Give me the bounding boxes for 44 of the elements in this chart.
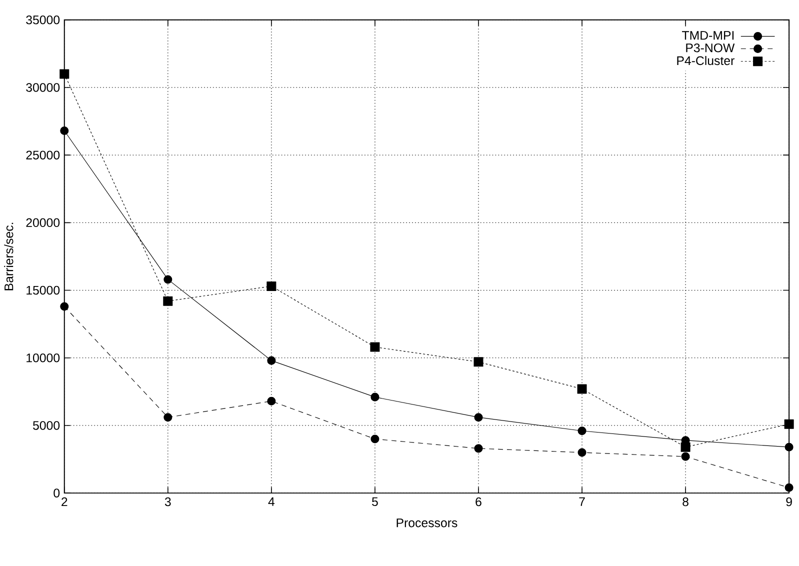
y-tick-label: 10000 — [26, 354, 60, 362]
point — [267, 397, 276, 406]
point — [784, 443, 794, 452]
point — [163, 296, 173, 306]
point — [164, 275, 172, 284]
point — [578, 426, 586, 436]
point — [784, 484, 794, 492]
y-tick-label: 20000 — [26, 218, 60, 228]
point — [474, 444, 483, 453]
point — [681, 452, 690, 462]
y-axis-title: Barriers/sec. — [4, 223, 14, 290]
point — [474, 413, 483, 422]
y-tick-label: 0 — [54, 488, 60, 498]
legend-label: P3-NOW — [686, 44, 735, 52]
point — [370, 342, 380, 352]
point — [370, 434, 380, 444]
y-tick-label: 5000 — [33, 421, 60, 430]
x-tick-label: 7 — [579, 498, 585, 506]
point — [474, 357, 484, 367]
point — [60, 126, 69, 136]
x-axis-title: Processors — [396, 518, 458, 528]
point — [577, 384, 587, 394]
x-tick-label: 5 — [372, 498, 378, 506]
point — [266, 282, 276, 292]
y-tick-label: 35000 — [26, 16, 60, 24]
point — [370, 392, 380, 402]
point — [267, 356, 276, 366]
x-tick-label: 2 — [62, 498, 68, 506]
y-tick-label: 25000 — [26, 150, 60, 160]
x-tick-label: 6 — [476, 498, 482, 506]
x-tick-label: 9 — [786, 498, 792, 506]
legend-label: TMD-MPI — [682, 31, 734, 40]
point — [60, 302, 69, 311]
x-tick-label: 3 — [164, 498, 171, 506]
point — [784, 420, 794, 430]
point — [60, 69, 70, 79]
y-tick-label: 30000 — [26, 83, 60, 92]
point — [578, 448, 586, 457]
x-tick-label: 8 — [682, 498, 688, 506]
point — [680, 442, 690, 452]
y-tick-label: 15000 — [26, 286, 60, 295]
point — [164, 413, 172, 422]
x-tick-label: 4 — [268, 498, 275, 506]
legend-label: P4-Cluster — [677, 56, 734, 66]
